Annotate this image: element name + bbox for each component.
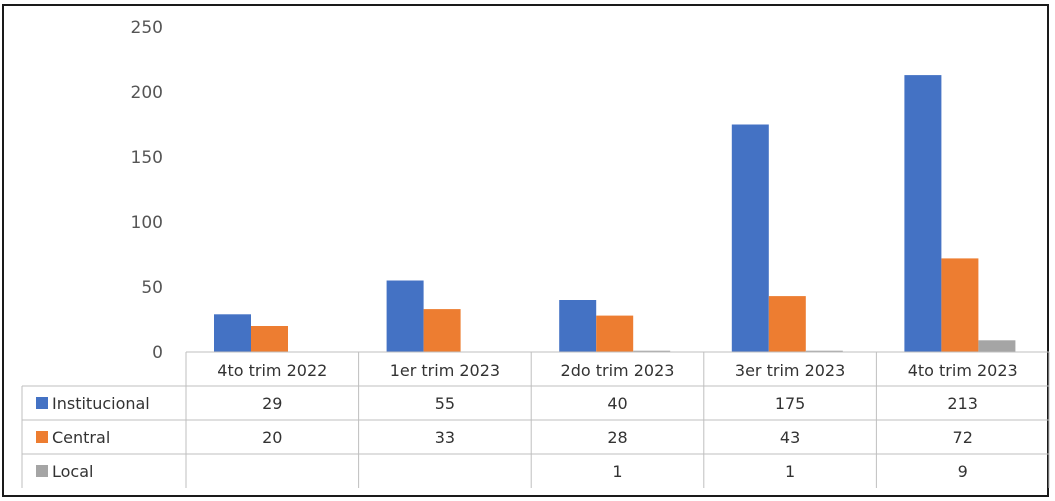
y-tick-label: 200 (131, 83, 163, 103)
bar-local-5 (978, 340, 1016, 352)
legend-label-local: Local (52, 462, 93, 481)
bar-institucional-2 (386, 280, 424, 352)
y-tick-label: 150 (131, 148, 163, 168)
bar-institucional-3 (559, 300, 597, 352)
data-table-cell: 175 (775, 394, 806, 413)
bar-local-3 (633, 350, 671, 352)
data-table-cell: 72 (953, 428, 973, 447)
data-table-cell: 33 (435, 428, 455, 447)
y-tick-label: 0 (152, 343, 163, 363)
data-table-cell: 28 (607, 428, 627, 447)
bar-institucional-1 (214, 314, 251, 352)
data-table-cell: 55 (435, 394, 455, 413)
bar-central-4 (768, 296, 806, 352)
legend-label-institucional: Institucional (52, 394, 150, 413)
bar-institucional-5 (904, 75, 942, 352)
bar-central-3 (596, 315, 634, 352)
data-table-cell: 40 (607, 394, 627, 413)
data-table-cell: 9 (958, 462, 968, 481)
y-tick-label: 50 (141, 278, 163, 298)
bar-local-4 (805, 350, 843, 352)
data-table-cell: 213 (947, 394, 978, 413)
bar-institucional-4 (731, 124, 769, 352)
data-table-cell: 43 (780, 428, 800, 447)
legend-swatch-local (36, 465, 48, 477)
chart-frame (2, 4, 1049, 497)
x-tick-label: 4to trim 2022 (217, 361, 327, 380)
x-tick-label: 1er trim 2023 (390, 361, 500, 380)
bar-central-5 (941, 258, 979, 352)
legend-swatch-central (36, 431, 48, 443)
bar-central-2 (423, 309, 461, 352)
y-tick-label: 250 (131, 18, 163, 38)
data-table-cell: 20 (262, 428, 282, 447)
x-tick-label: 2do trim 2023 (561, 361, 675, 380)
data-table-cell: 1 (612, 462, 622, 481)
y-tick-label: 100 (131, 213, 163, 233)
x-tick-label: 4to trim 2023 (908, 361, 1018, 380)
data-table-cell: 29 (262, 394, 282, 413)
legend-label-central: Central (52, 428, 110, 447)
bar-central-1 (251, 326, 288, 352)
legend-swatch-institucional (36, 397, 48, 409)
x-tick-label: 3er trim 2023 (735, 361, 845, 380)
data-table-cell: 1 (785, 462, 795, 481)
